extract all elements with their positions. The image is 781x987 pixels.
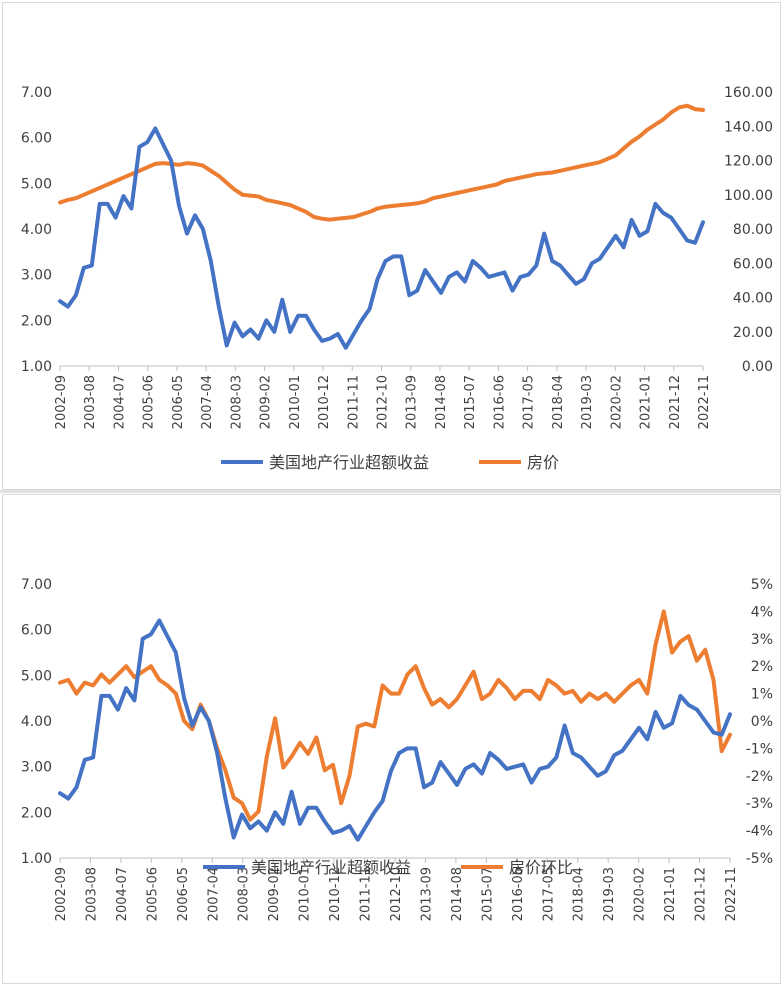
y-right-tick-label: -1% [746,741,773,757]
x-tick-label: 2020-02 [633,867,648,921]
chart-panel-house-price-mom: 2002-09 2003-08 2004-07 2005-06 2006-05 2007-… [2,494,781,984]
x-tick-label: 2018-04 [551,375,566,429]
y-right-tick-label: 0% [751,714,773,730]
x-tick-label: 2017-05 [522,375,537,429]
x-tick-label: 2020-02 [609,375,624,429]
series-line-excess-return [58,618,732,842]
y-left-tick-label: 2.00 [21,805,52,821]
x-tick-label: 2021-01 [639,375,654,429]
x-tick-label: 2015-07 [480,867,495,921]
y-right-tick-label: -4% [746,824,773,840]
y-right-tick-label: -3% [746,796,773,812]
y-left-tick-label: 5.00 [21,176,52,192]
y-right-tick-label: 60.00 [733,256,773,272]
legend-label: 美国地产行业超额收益 [269,453,429,472]
series-line-house-price [58,103,705,222]
y-left-tick-label: 3.00 [21,268,52,284]
y-right-tick-label: -2% [746,769,773,785]
chart-house-price: 2002-09 2003-08 2004-07 2005-06 2006-05 2007-… [21,85,773,472]
legend-label: 美国地产行业超额收益 [251,858,411,877]
x-tick-label: 2008-03 [229,375,244,429]
x-tick-label: 2005-06 [142,375,157,429]
x-tick-label: 2006-05 [171,375,186,429]
x-tick-label: 2014-08 [434,375,449,429]
x-tick-label: 2007-04 [206,867,221,921]
y-right-tick-label: 160.00 [724,85,773,101]
x-tick-label: 2007-04 [200,375,215,429]
x-tick-label: 2012-10 [376,375,391,429]
x-tick-label: 2016-06 [492,375,507,429]
x-tick-label: 2017-05 [541,867,556,921]
y-right-tick-label: 1% [751,687,773,703]
y-left-tick-label: 1.00 [21,851,52,867]
x-tick-label: 2012-10 [389,867,404,921]
x-tick-label: 2002-09 [54,375,69,429]
series-line-house-price [58,609,732,822]
x-tick-label: 2010-12 [328,867,343,921]
x-tick-label: 2022-11 [697,375,712,429]
x-tick-label: 2010-12 [317,375,332,429]
x-tick-label: 2018-04 [572,867,587,921]
y-right-tick-label: 3% [751,632,773,648]
y-left-tick-label: 6.00 [21,623,52,639]
x-tick-label: 2021-01 [663,867,678,921]
x-tick-label: 2003-08 [83,375,98,429]
x-tick-label: 2009-02 [267,867,282,921]
y-left-tick-label: 4.00 [21,222,52,238]
x-tick-label: 2021-12 [668,375,683,429]
x-tick-label: 2002-09 [54,867,69,921]
y-right-tick-label: 80.00 [733,222,773,238]
y-left-tick-label: 6.00 [21,131,52,147]
x-tick-label: 2009-02 [259,375,274,429]
y-left-tick-label: 3.00 [21,760,52,776]
x-tick-label: 2003-08 [84,867,99,921]
y-right-tick-label: 100.00 [724,188,773,204]
y-right-tick-label: 4% [751,604,773,620]
x-tick-label: 2019-03 [602,867,617,921]
y-left-tick-label: 4.00 [21,714,52,730]
y-right-tick-label: -5% [746,851,773,867]
y-right-tick-label: 5% [751,577,773,593]
y-right-tick-label: 120.00 [724,154,773,170]
x-tick-label: 2008-03 [237,867,252,921]
x-tick-label: 2016-06 [511,867,526,921]
y-right-tick-label: 40.00 [733,291,773,307]
x-tick-label: 2013-09 [419,867,434,921]
y-left-tick-label: 1.00 [21,359,52,375]
x-tick-label: 2005-06 [145,867,160,921]
chart-house-price-mom: 2002-09 2003-08 2004-07 2005-06 2006-05 2007-… [21,577,773,921]
legend-label: 房价环比 [509,858,573,877]
x-tick-label: 2013-09 [405,375,420,429]
x-tick-label: 2010-01 [288,375,303,429]
series-line-excess-return [58,126,705,350]
x-tick-label: 2004-07 [112,375,127,429]
panel-divider [0,490,781,493]
y-right-tick-label: 0.00 [742,359,773,375]
y-left-tick-label: 7.00 [21,577,52,593]
y-right-tick-label: 20.00 [733,325,773,341]
x-tick-label: 2014-08 [450,867,465,921]
x-tick-label: 2022-11 [724,867,739,921]
chart-panel-house-price: 2002-09 2003-08 2004-07 2005-06 2006-05 2007-… [2,2,781,490]
x-tick-label: 2019-03 [580,375,595,429]
x-tick-label: 2004-07 [115,867,130,921]
x-tick-label: 2021-12 [694,867,709,921]
y-right-tick-label: 140.00 [724,119,773,135]
y-left-tick-label: 2.00 [21,313,52,329]
y-right-tick-label: 2% [751,659,773,675]
y-left-tick-label: 5.00 [21,668,52,684]
y-left-tick-label: 7.00 [21,85,52,101]
x-tick-label: 2015-07 [463,375,478,429]
x-tick-label: 2006-05 [176,867,191,921]
x-tick-label: 2010-01 [298,867,313,921]
x-tick-label: 2011-11 [346,375,361,429]
legend-label: 房价 [527,453,559,472]
x-tick-label: 2011-11 [359,867,374,921]
